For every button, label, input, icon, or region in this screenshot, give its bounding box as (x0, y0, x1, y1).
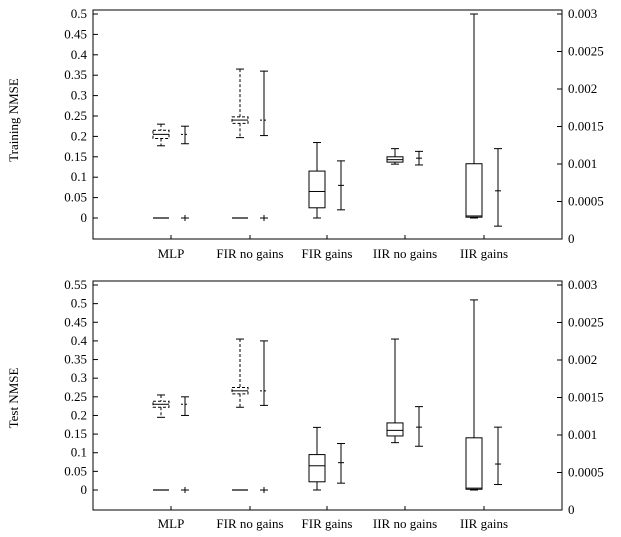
left-tick-label: 0.5 (71, 296, 87, 311)
right-tick-label: 0.0005 (568, 465, 604, 480)
right-tick-label: 0 (568, 502, 575, 517)
plot-frame (92, 280, 563, 511)
left-tick-label: 0.35 (64, 352, 87, 367)
box (308, 454, 326, 483)
right-tick-label: 0.001 (568, 427, 597, 442)
right-tick-label: 0.0015 (568, 390, 604, 405)
y-axis-label: Test NMSE (6, 368, 21, 429)
left-tick-label: 0.45 (64, 26, 87, 41)
left-tick-label: 0 (81, 482, 88, 497)
y-axis-label: Training NMSE (6, 78, 21, 162)
left-tick-label: 0.15 (64, 426, 87, 441)
box (465, 437, 483, 490)
right-tick-label: 0.003 (568, 6, 597, 21)
left-tick-label: 0 (81, 210, 88, 225)
left-tick-label: 0.15 (64, 149, 87, 164)
right-tick-label: 0.0005 (568, 194, 604, 209)
category-label: MLP (158, 516, 185, 531)
left-tick-label: 0.1 (71, 169, 87, 184)
category-label: FIR no gains (216, 516, 283, 531)
left-tick-label: 0.45 (64, 314, 87, 329)
category-label: FIR no gains (216, 246, 283, 261)
left-tick-label: 0.2 (71, 128, 87, 143)
left-tick-label: 0.05 (64, 463, 87, 478)
left-tick-label: 0.3 (71, 370, 87, 385)
left-tick-label: 0.3 (71, 88, 87, 103)
panel-2 (92, 280, 563, 511)
left-tick-label: 0.4 (71, 333, 88, 348)
category-label: IIR no gains (373, 246, 437, 261)
category-label: IIR no gains (373, 516, 437, 531)
left-tick-label: 0.2 (71, 407, 87, 422)
left-tick-label: 0.25 (64, 389, 87, 404)
left-tick-label: 0.5 (71, 6, 87, 21)
left-tick-label: 0.55 (64, 277, 87, 292)
category-label: IIR gains (460, 246, 508, 261)
category-label: FIR gains (302, 516, 353, 531)
box (308, 170, 326, 209)
right-tick-label: 0.003 (568, 277, 597, 292)
panel-1 (92, 9, 563, 240)
right-tick-label: 0.0025 (568, 315, 604, 330)
left-tick-label: 0.35 (64, 67, 87, 82)
box (386, 422, 404, 437)
left-tick-label: 0.05 (64, 190, 87, 205)
right-tick-label: 0 (568, 231, 575, 246)
left-tick-label: 0.4 (71, 47, 88, 62)
left-tick-label: 0.1 (71, 445, 87, 460)
box (465, 163, 483, 218)
category-label: MLP (158, 246, 185, 261)
right-tick-label: 0.0025 (568, 44, 604, 59)
right-tick-label: 0.001 (568, 156, 597, 171)
right-tick-label: 0.002 (568, 81, 597, 96)
category-label: FIR gains (302, 246, 353, 261)
right-tick-label: 0.0015 (568, 119, 604, 134)
left-tick-label: 0.25 (64, 108, 87, 123)
category-label: IIR gains (460, 516, 508, 531)
right-tick-label: 0.002 (568, 352, 597, 367)
